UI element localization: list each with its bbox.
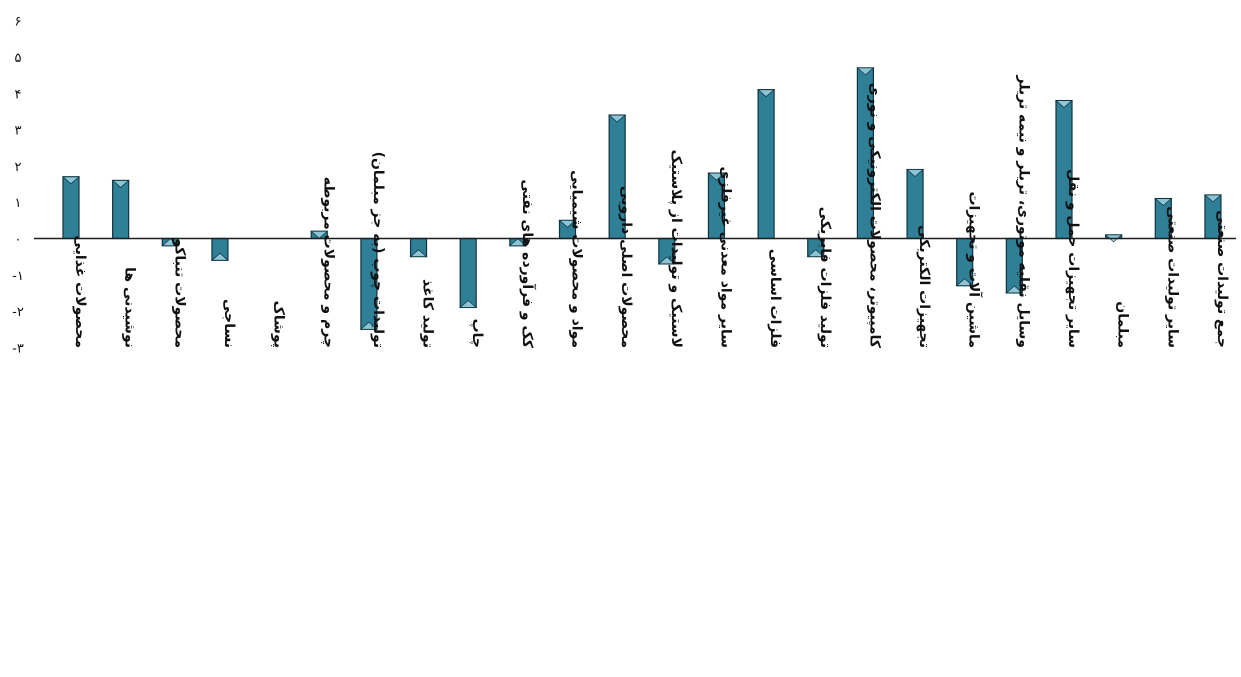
x-category-label: چاپ (469, 319, 485, 348)
category-labels: محصولات غذایی نوشیدنی ها محصولات تنباکو نسا… (72, 74, 1230, 348)
y-tick-label: -۱ (12, 269, 24, 284)
bar (608, 114, 627, 240)
bar-series (61, 67, 1223, 330)
bar (61, 176, 81, 240)
bar (310, 230, 329, 240)
y-tick-label: ۳ (15, 124, 22, 139)
y-tick-label: -۲ (12, 305, 24, 320)
bar (210, 237, 230, 261)
bar (409, 237, 428, 258)
x-category-label: مبلمان (1115, 301, 1131, 348)
bar (757, 89, 776, 240)
y-tick-label: -۳ (12, 341, 24, 356)
x-category-label: وسایل نقلیه موتوری، تریلر و نیمه تریلر (1015, 74, 1031, 348)
y-tick-label: ۵ (15, 51, 22, 66)
x-category-label: نوشیدنی ها (122, 267, 138, 348)
y-tick-label: ۱ (15, 196, 22, 211)
x-category-label: کامپیوتر، محصولات الکترونیکی و نوری (866, 83, 882, 349)
x-category-label: محصولات تنباکو (171, 237, 187, 348)
x-category-label: مواد و محصولات شیمیایی (569, 170, 585, 348)
y-tick-label: ۲ (15, 160, 22, 175)
x-category-label: محصولات غذایی (72, 235, 88, 348)
bar (459, 237, 478, 309)
x-category-label: محصولات اصلی دارویی (618, 186, 634, 348)
bar (111, 179, 130, 240)
x-category-label: سایر تولیدات صنعتی (1164, 206, 1180, 348)
x-category-label: کک و فرآورده های نفتی (519, 179, 537, 348)
x-category-label: نساجی (221, 299, 237, 348)
x-category-label: تولید کاغذ (420, 279, 436, 348)
x-category-label: سایر مواد معدنی غیرفلزی (717, 166, 733, 348)
y-tick-label: ۶ (15, 15, 22, 30)
x-category-label: تجهیزات الکتریکی (916, 225, 932, 348)
y-axis-ticks: ۶ ۵ ۴ ۳ ۲ ۱ ۰ -۱ -۲ -۳ (12, 15, 24, 357)
x-category-label: فلزات اساسی (767, 249, 783, 348)
x-category-label: سایر تجهیزات حمل و نقل (1065, 169, 1081, 348)
x-category-label: پوشاک (271, 301, 287, 348)
x-category-label: چرم و محصولات مربوطه (320, 177, 336, 348)
x-category-label: لاستیک و تولیدات از پلاستیک (668, 150, 684, 348)
x-category-label: جمع تولیدات صنعتی (1214, 210, 1230, 348)
y-tick-label: ۴ (15, 87, 22, 102)
x-category-label: تولیدات چوب (به جز مبلمان) (370, 152, 386, 348)
x-category-label: تولید فلزات فابریکی (817, 207, 833, 348)
x-category-label: ماشین آلات و تجهیزات (966, 191, 984, 348)
bar (707, 172, 726, 240)
y-tick-label: ۰ (15, 233, 22, 248)
